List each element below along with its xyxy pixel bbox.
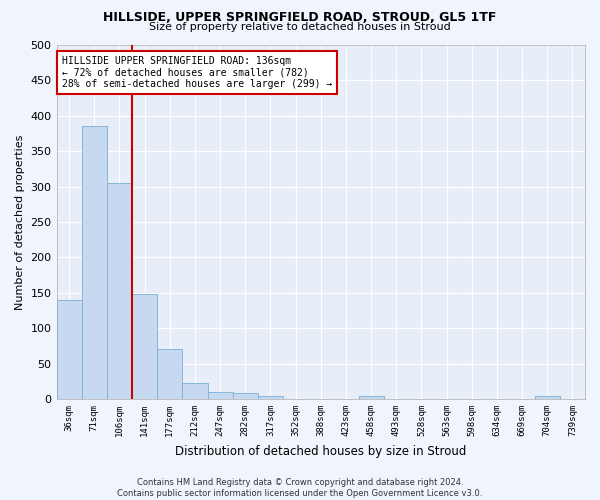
Bar: [208, 392, 233, 399]
Bar: [258, 396, 283, 399]
Bar: [132, 294, 157, 399]
Y-axis label: Number of detached properties: Number of detached properties: [15, 134, 25, 310]
Text: HILLSIDE UPPER SPRINGFIELD ROAD: 136sqm
← 72% of detached houses are smaller (78: HILLSIDE UPPER SPRINGFIELD ROAD: 136sqm …: [62, 56, 332, 89]
Bar: [359, 396, 383, 399]
Bar: [233, 392, 258, 399]
Text: Contains HM Land Registry data © Crown copyright and database right 2024.
Contai: Contains HM Land Registry data © Crown c…: [118, 478, 482, 498]
Bar: [107, 183, 132, 399]
Text: Size of property relative to detached houses in Stroud: Size of property relative to detached ho…: [149, 22, 451, 32]
Bar: [56, 300, 82, 399]
Bar: [82, 126, 107, 399]
X-axis label: Distribution of detached houses by size in Stroud: Distribution of detached houses by size …: [175, 444, 466, 458]
Text: HILLSIDE, UPPER SPRINGFIELD ROAD, STROUD, GL5 1TF: HILLSIDE, UPPER SPRINGFIELD ROAD, STROUD…: [103, 11, 497, 24]
Bar: [157, 350, 182, 399]
Bar: [535, 396, 560, 399]
Bar: [182, 383, 208, 399]
